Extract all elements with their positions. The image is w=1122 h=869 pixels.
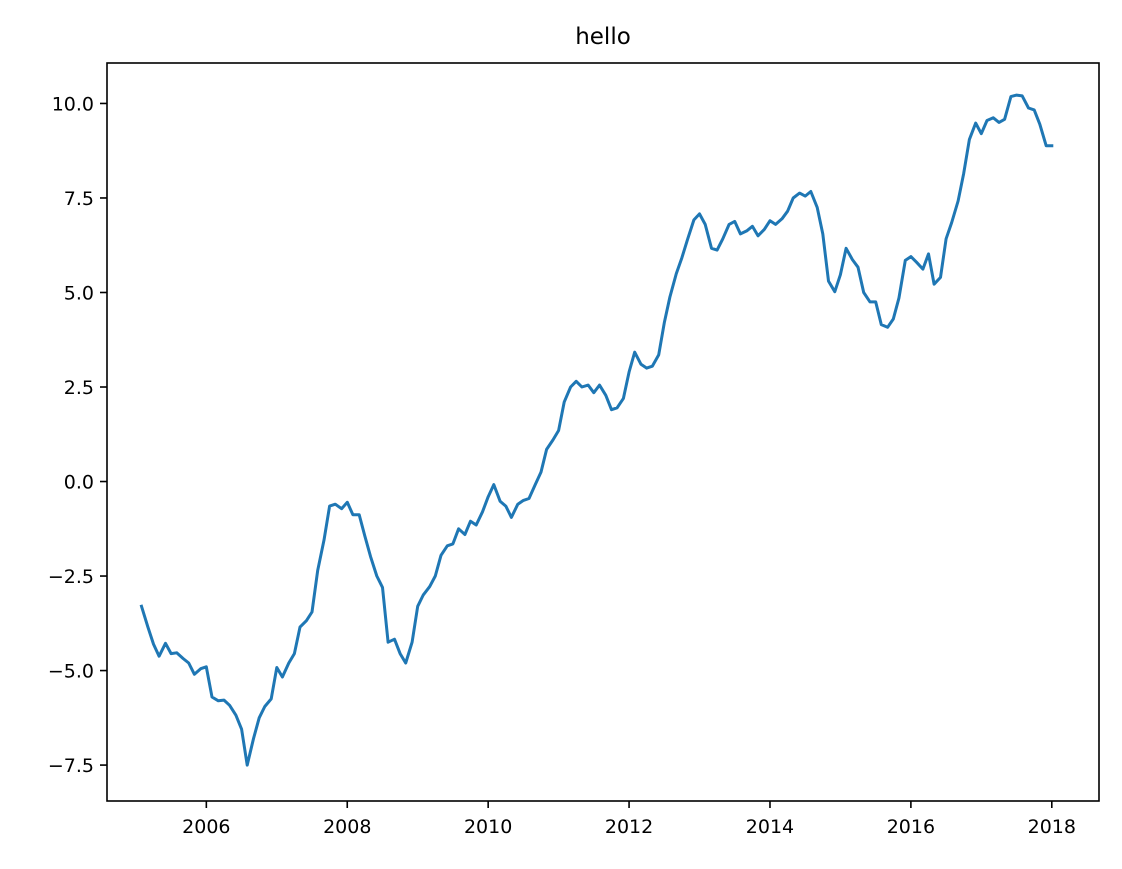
- plot-frame: [106, 62, 1100, 802]
- x-tick-label: 2010: [464, 816, 512, 838]
- y-tick-label: 5.0: [64, 282, 94, 304]
- y-tick-label: −5.0: [48, 661, 94, 683]
- y-tick-label: 10.0: [52, 93, 94, 115]
- x-tick-label: 2018: [1028, 816, 1076, 838]
- x-tick-label: 2012: [605, 816, 653, 838]
- y-tick-label: 0.0: [64, 472, 94, 494]
- y-tick-label: −2.5: [48, 566, 94, 588]
- x-tick-label: 2014: [746, 816, 794, 838]
- y-tick-label: 7.5: [64, 188, 94, 210]
- series-line: [139, 93, 1054, 767]
- x-tick-label: 2006: [182, 816, 230, 838]
- chart-title: hello: [575, 24, 631, 50]
- y-tick-label: 2.5: [64, 377, 94, 399]
- x-tick-label: 2016: [887, 816, 935, 838]
- axis-ticks: 2006 2008 2010 2012 2014 2016 2018 −7.5 −5.0 −2.5…: [48, 93, 1076, 838]
- y-tick-label: −7.5: [48, 755, 94, 777]
- x-tick-label: 2008: [323, 816, 371, 838]
